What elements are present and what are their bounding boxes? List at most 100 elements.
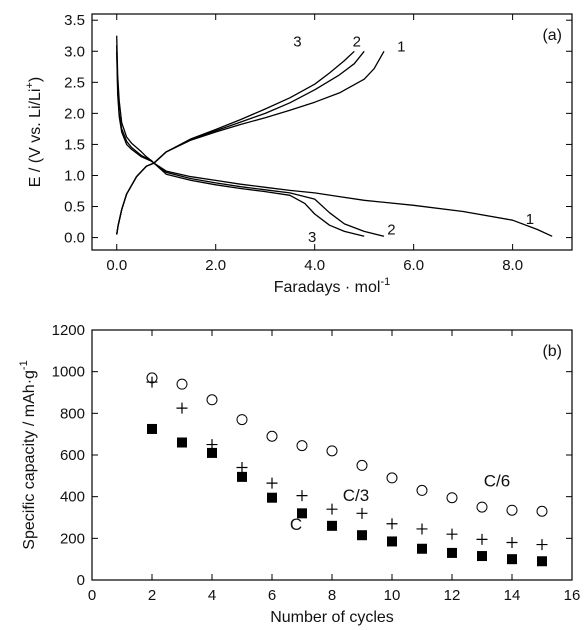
- curve-annotation: 2: [353, 33, 361, 50]
- plus-marker: [356, 507, 368, 519]
- y-tick-label: 800: [60, 405, 85, 422]
- square-marker: [177, 437, 187, 448]
- x-tick-label: 8.0: [502, 257, 523, 274]
- plus-marker: [536, 539, 548, 551]
- y-axis-title-superscript: -1: [18, 360, 30, 370]
- x-tick-label: 6: [268, 587, 276, 604]
- square-marker: [507, 554, 517, 565]
- x-tick-label: 6.0: [403, 257, 424, 274]
- square-marker: [267, 492, 277, 503]
- y-tick-label: 3.5: [64, 12, 85, 29]
- square-marker: [387, 536, 397, 547]
- square-marker: [417, 543, 427, 554]
- series-line: [116, 35, 553, 237]
- y-tick-label: 600: [60, 447, 85, 464]
- curve-annotation: 2: [387, 221, 395, 238]
- square-marker: [357, 530, 367, 541]
- circle-marker: [266, 430, 278, 442]
- plot-frame: [91, 13, 573, 251]
- y-tick-label: 3.0: [64, 43, 85, 60]
- x-tick-label: 2.0: [205, 257, 226, 274]
- curve-annotation: C: [290, 515, 302, 534]
- x-tick-label: 4: [208, 587, 216, 604]
- y-axis-title: E / (V vs. Li/Li+): [24, 77, 44, 187]
- y-tick-label: 0.0: [64, 230, 85, 247]
- curve-annotation: 1: [397, 38, 405, 55]
- series-line: [116, 51, 365, 237]
- circle-marker: [416, 484, 428, 496]
- panel-b: 0 2 4 6 8 10 12 14 16 0 200 400 600 800 1000 1200 Number…: [18, 322, 580, 626]
- x-axis-title: Number of cycles: [270, 609, 394, 626]
- square-marker: [207, 447, 217, 458]
- plus-marker: [296, 490, 308, 502]
- x-tick-label: 0: [88, 587, 96, 604]
- y-tick-label: 2.5: [64, 74, 85, 91]
- plus-marker: [476, 533, 488, 545]
- x-axis-title-main: Faradays · mol: [274, 279, 381, 296]
- curve-annotation: C/3: [343, 486, 369, 505]
- y-tick-label: 0: [77, 572, 85, 589]
- panel-a: 0.0 2.0 4.0 6.0 8.0 0.0 0.5 1.0 1.5 2.0 2.5 3.0 3.5 F…: [24, 12, 573, 296]
- circle-marker: [536, 505, 548, 517]
- x-tick-label: 10: [384, 587, 401, 604]
- y-axis-title-superscript: +: [24, 82, 36, 88]
- square-marker: [477, 551, 487, 562]
- x-axis-title-superscript: -1: [380, 276, 390, 288]
- circle-marker: [176, 378, 188, 390]
- plus-marker: [416, 523, 428, 535]
- x-tick-label: 2: [148, 587, 156, 604]
- y-axis-title-end: ): [27, 77, 44, 82]
- panel-label: (b): [542, 343, 562, 360]
- circle-marker: [206, 394, 218, 406]
- panel-label: (a): [542, 27, 562, 44]
- plus-marker: [326, 503, 338, 515]
- plus-marker: [146, 376, 158, 388]
- circle-marker: [476, 501, 488, 513]
- plus-marker: [506, 537, 518, 548]
- series-line: [116, 50, 385, 235]
- x-axis-title: Faradays · mol-1: [274, 276, 390, 296]
- x-tick-label: 14: [504, 587, 521, 604]
- y-tick-label: 1.0: [64, 167, 85, 184]
- circle-marker: [326, 445, 338, 457]
- y-tick-label: 1.5: [64, 136, 85, 153]
- circle-marker: [236, 414, 248, 426]
- y-axis-title: Specific capacity / mAh·g-1: [18, 360, 38, 549]
- y-tick-label: 2.0: [64, 105, 85, 122]
- curve-annotation: C/6: [484, 471, 510, 490]
- square-marker: [327, 520, 337, 531]
- y-tick-label: 0.5: [64, 199, 85, 216]
- circle-marker: [296, 440, 308, 452]
- series-line: [116, 50, 355, 235]
- curve-annotation: 3: [308, 229, 316, 246]
- square-marker: [537, 556, 547, 567]
- circle-marker: [356, 459, 368, 471]
- x-tick-label: 16: [564, 587, 581, 604]
- square-marker: [147, 423, 157, 434]
- square-marker: [297, 508, 307, 519]
- y-tick-label: 1200: [52, 322, 85, 339]
- plus-marker: [446, 528, 458, 540]
- x-tick-label: 0.0: [106, 257, 127, 274]
- plus-marker: [236, 462, 248, 473]
- x-axis-title-main: Number of cycles: [270, 609, 394, 626]
- y-tick-label: 400: [60, 489, 85, 506]
- circle-marker: [446, 492, 458, 504]
- circle-marker: [386, 472, 398, 484]
- curve-annotation: 3: [293, 33, 301, 50]
- y-axis-title-main: E / (V vs. Li/Li: [27, 89, 44, 188]
- square-marker: [447, 547, 457, 558]
- plot-frame: [91, 329, 573, 581]
- series-line: [116, 45, 385, 237]
- plus-marker: [266, 477, 278, 489]
- square-marker: [237, 471, 247, 482]
- y-tick-label: 1000: [52, 364, 85, 381]
- y-axis-title-main: Specific capacity / mAh·g: [21, 370, 38, 550]
- x-tick-label: 12: [444, 587, 461, 604]
- x-tick-label: 4.0: [304, 257, 325, 274]
- circle-marker: [506, 504, 518, 516]
- series-line: [116, 50, 365, 235]
- curve-annotation: 1: [526, 211, 534, 228]
- plus-marker: [386, 518, 398, 530]
